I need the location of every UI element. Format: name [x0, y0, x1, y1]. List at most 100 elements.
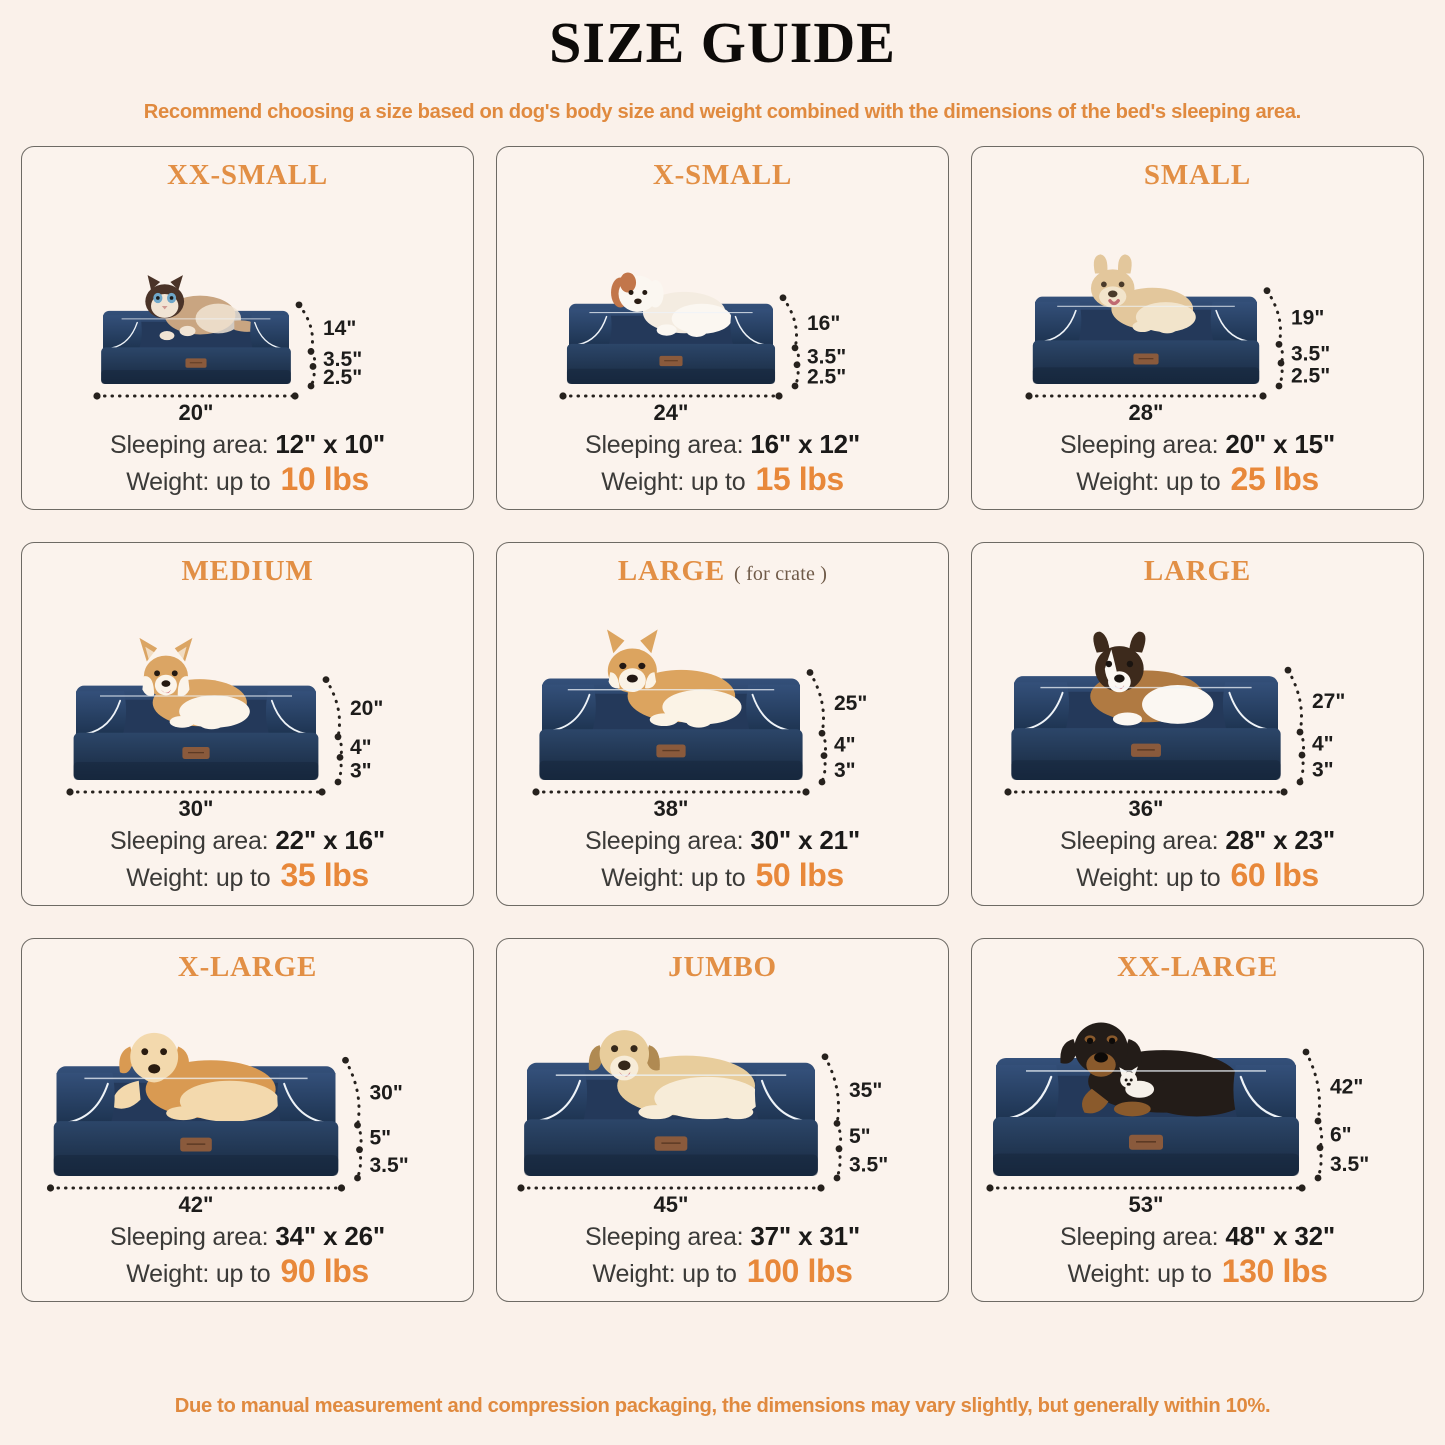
size-card-jumbo[interactable]: JUMBO: [496, 937, 949, 1302]
depth-callout-lines: [1304, 1050, 1324, 1180]
weight-value: 50 lbs: [755, 857, 844, 894]
weight-row: Weight: up to 130 lbs: [1068, 1253, 1328, 1290]
depth-dimension-label: 16": [807, 312, 840, 335]
callout-dot: [818, 729, 826, 737]
footer-disclaimer: Due to manual measurement and compressio…: [174, 1394, 1271, 1417]
size-card-large[interactable]: LARGE: [971, 541, 1424, 906]
callout-dot: [1316, 1144, 1324, 1152]
bed-left-piping: [538, 1079, 582, 1122]
bed-right-armrest: [250, 315, 289, 350]
mid-dimension-label: 5": [849, 1125, 871, 1148]
bed-illustration: 25" 4" 3" 38": [497, 588, 948, 826]
callout-dot: [793, 361, 801, 369]
callout-dot: [775, 392, 783, 400]
weight-label: Weight: up to: [601, 864, 746, 893]
size-card-large-for-crate[interactable]: LARGE ( for crate ): [496, 541, 949, 906]
callout-dot: [532, 788, 540, 796]
weight-value: 100 lbs: [746, 1253, 853, 1290]
callout-dot: [354, 1121, 361, 1129]
bed-left-armrest: [569, 308, 612, 347]
weight-label: Weight: up to: [1076, 864, 1221, 893]
depth-dimension-label: 25": [834, 692, 867, 715]
size-card-xx-large[interactable]: XX-LARGE: [971, 937, 1424, 1302]
callout-dot: [295, 301, 303, 309]
pet-illustration: [1090, 631, 1214, 726]
bed-base-shadow: [101, 370, 291, 384]
bed-right-piping: [270, 699, 307, 735]
low-dimension-label: 3": [834, 759, 856, 782]
callout-dot: [291, 392, 299, 400]
bed-right-piping: [751, 693, 790, 732]
callout-dot: [986, 1184, 994, 1192]
size-card-name: XX-SMALL: [166, 158, 329, 191]
bed-right-armrest: [265, 691, 316, 737]
width-dimension-label: 30": [179, 796, 214, 821]
callout-dot: [779, 294, 787, 302]
size-card-specs: Sleeping area: 22" x 16" Weight: up to 3…: [22, 824, 473, 905]
weight-label: Weight: up to: [126, 468, 271, 497]
size-card-medium[interactable]: MEDIUM: [21, 541, 474, 906]
size-card-title: LARGE: [1144, 555, 1251, 588]
bed-left-piping: [85, 699, 122, 735]
mid-dimension-label: 4": [1312, 733, 1334, 756]
weight-row: Weight: up to 50 lbs: [601, 857, 844, 894]
sleeping-area-label: Sleeping area:: [1059, 826, 1219, 855]
callout-dot: [1277, 359, 1285, 367]
size-card-x-small[interactable]: X-SMALL: [496, 145, 949, 510]
callout-dot: [66, 788, 74, 796]
size-card-name: LARGE: [617, 554, 726, 587]
depth-callout-lines: [1286, 668, 1306, 784]
size-card-grid: XX-SMALL: [13, 145, 1433, 1302]
size-card-small[interactable]: SMALL: [971, 145, 1424, 510]
bed-left-piping: [1008, 1075, 1053, 1120]
depth-dimension-label: 42": [1330, 1075, 1363, 1098]
bed-left-piping: [552, 693, 591, 732]
bed-left-armrest: [996, 1065, 1059, 1122]
depth-dimension-label: 14": [323, 317, 356, 340]
depth-dimension-label: 19": [1291, 306, 1324, 329]
pet-illustration: [1060, 1022, 1249, 1117]
callout-dot: [802, 788, 810, 796]
bed-base-shadow: [566, 368, 776, 384]
bed-illustration-svg: 19" 3.5" 2.5" 28": [1025, 254, 1330, 425]
sleeping-area-value: 22" x 16": [275, 824, 386, 855]
bed-right-piping: [734, 315, 765, 346]
sleeping-area-row: Sleeping area: 20" x 15": [1060, 429, 1335, 459]
bed-illustration: 14" 3.5" 2.5" 20": [22, 192, 473, 430]
page-subtitle: Recommend choosing a size based on dog's…: [143, 99, 1302, 123]
depth-callout-lines: [781, 296, 801, 388]
callout-dot: [806, 669, 814, 676]
low-dimension-label: 3.5": [1330, 1153, 1369, 1176]
sleeping-area-value: 28" x 23": [1225, 824, 1336, 855]
size-card-xx-small[interactable]: XX-SMALL: [21, 145, 474, 510]
bed-left-armrest: [1014, 682, 1070, 732]
mid-dimension-label: 3.5": [807, 345, 846, 368]
depth-callout-lines: [1265, 289, 1285, 388]
depth-dimension-label: 20": [350, 697, 383, 720]
weight-value: 90 lbs: [280, 1253, 369, 1290]
size-card-name: SMALL: [1143, 158, 1252, 191]
callout-dot: [93, 392, 101, 400]
sleeping-area-label: Sleeping area:: [109, 430, 269, 459]
callout-dot: [821, 1053, 829, 1061]
callout-dot: [1314, 1174, 1322, 1182]
bed-illustration: 30" 5" 3.5" 42": [22, 984, 473, 1222]
bed-base-shadow: [53, 1155, 339, 1176]
size-card-name: LARGE: [1143, 554, 1252, 587]
size-card-title: XX-LARGE: [1117, 951, 1278, 984]
depth-dimension-label: 35": [849, 1079, 882, 1102]
low-dimension-label: 2.5": [807, 365, 846, 388]
sleeping-area-row: Sleeping area: 37" x 31": [585, 1221, 860, 1251]
callout-dot: [1025, 392, 1033, 400]
size-card-x-large[interactable]: X-LARGE: [21, 937, 474, 1302]
low-dimension-label: 3.5": [849, 1153, 888, 1176]
pet-illustration: [607, 629, 742, 728]
width-dimension-label: 53": [1129, 1192, 1164, 1217]
callout-dot: [835, 1145, 843, 1153]
callout-dot: [1284, 666, 1292, 674]
sleeping-area-label: Sleeping area:: [1059, 1222, 1219, 1251]
bed-illustration-svg: 14" 3.5" 2.5" 20": [93, 275, 362, 425]
bed-right-armrest: [1222, 682, 1278, 732]
callout-dot: [833, 1174, 841, 1182]
width-dimension-label: 42": [179, 1192, 214, 1217]
